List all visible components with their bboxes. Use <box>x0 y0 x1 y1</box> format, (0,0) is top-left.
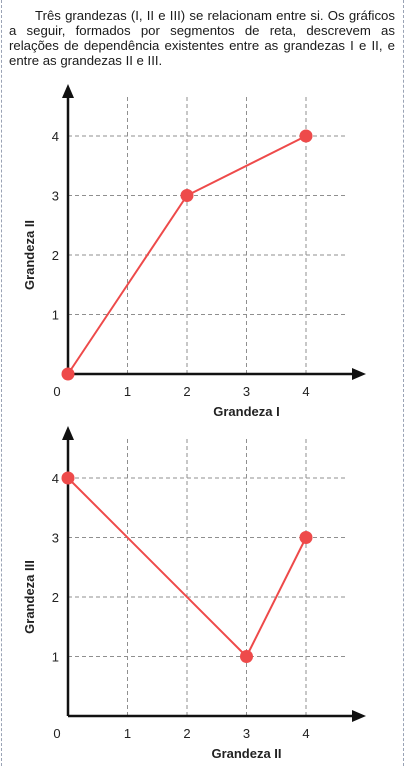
data-point <box>180 189 194 202</box>
x-axis-title: Grandeza I <box>213 404 279 419</box>
left-border-line <box>1 0 2 766</box>
x-tick-label: 1 <box>124 384 131 399</box>
x-tick-label: 2 <box>183 384 190 399</box>
x-tick-label: 4 <box>302 384 309 399</box>
x-tick-label: 4 <box>302 726 309 741</box>
y-tick-label: 1 <box>52 650 59 665</box>
data-point <box>299 129 313 143</box>
x-tick-label: 2 <box>183 726 190 741</box>
y-tick-label: 2 <box>52 590 59 605</box>
x-tick-label: 3 <box>243 726 250 741</box>
intro-text: Três grandezas (I, II e III) se relacion… <box>9 8 395 68</box>
y-tick-label: 1 <box>52 308 59 323</box>
x-tick-label: 0 <box>53 726 60 741</box>
x-axis-title: Grandeza II <box>211 746 281 761</box>
y-tick-label: 3 <box>52 531 59 546</box>
x-axis-arrowhead <box>352 368 366 380</box>
y-tick-label: 3 <box>52 189 59 204</box>
data-point <box>299 531 313 544</box>
y-axis-arrowhead <box>62 426 74 440</box>
y-tick-label: 2 <box>52 248 59 263</box>
y-axis-title: Grandeza II <box>22 220 37 290</box>
right-border-line <box>403 0 404 766</box>
y-axis-title: Grandeza III <box>22 560 37 634</box>
y-tick-label: 4 <box>52 471 59 486</box>
x-tick-label: 1 <box>124 726 131 741</box>
x-tick-label: 0 <box>53 384 60 399</box>
x-axis-arrowhead <box>352 710 366 722</box>
y-axis-arrowhead <box>62 84 74 98</box>
chart-grandeza-i-vs-ii: 0 1 2 3 4 1 2 3 4 Grandeza I Grandeza II <box>22 84 366 419</box>
y-tick-label: 4 <box>52 129 59 144</box>
x-tick-label: 3 <box>243 384 250 399</box>
data-point <box>61 367 75 381</box>
chart-grandeza-ii-vs-iii: 0 1 2 3 4 1 2 3 4 Grandeza II Grandeza III <box>22 426 366 761</box>
data-point <box>240 650 253 663</box>
question-intro: Três grandezas (I, II e III) se relacion… <box>9 8 395 68</box>
data-point <box>61 471 75 485</box>
